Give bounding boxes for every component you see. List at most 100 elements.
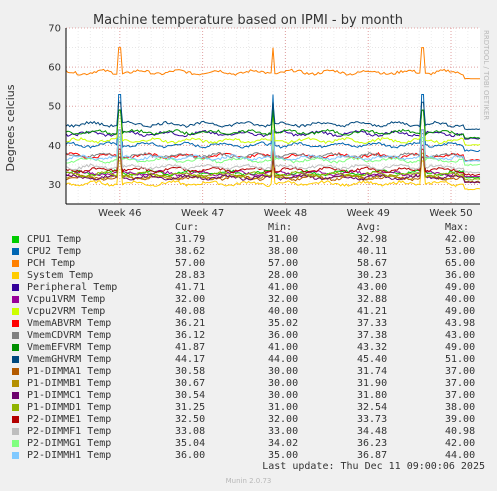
- legend-swatch: [12, 392, 19, 399]
- legend-min: 32.00: [268, 294, 299, 305]
- legend-min: 28.00: [268, 270, 299, 281]
- legend-min: 30.00: [268, 390, 299, 401]
- legend-name: Peripheral Temp: [27, 282, 118, 293]
- legend-min: 41.00: [268, 282, 299, 293]
- legend-max: 37.00: [445, 366, 476, 377]
- legend-min: 40.00: [268, 306, 299, 317]
- legend-max: 40.98: [445, 426, 476, 437]
- x-tick-label: Week 47: [181, 208, 224, 219]
- chart-area: Machine temperature based on IPMI - by m…: [4, 13, 490, 219]
- header-max: Max:: [445, 222, 470, 233]
- legend-cur: 36.00: [175, 450, 206, 461]
- legend-cur: 30.58: [175, 366, 206, 377]
- legend-avg: 40.11: [357, 246, 388, 257]
- legend-cur: 30.54: [175, 390, 206, 401]
- legend-name: VmemABVRM Temp: [27, 318, 112, 329]
- legend-min: 35.00: [268, 450, 299, 461]
- legend-row: Peripheral Temp 41.71 41.00 43.00 49.00: [12, 282, 492, 294]
- legend-swatch: [12, 272, 19, 279]
- legend-row: P1-DIMMB1 Temp 30.67 30.00 31.90 37.00: [12, 378, 492, 390]
- legend-swatch: [12, 236, 19, 243]
- legend-min: 36.00: [268, 330, 299, 341]
- legend-swatch: [12, 320, 19, 327]
- legend-max: 37.00: [445, 378, 476, 389]
- legend-avg: 31.80: [357, 390, 388, 401]
- legend-row: CPU2 Temp 38.62 38.00 40.11 53.00: [12, 246, 492, 258]
- legend: Cur: Min: Avg: Max: CPU1 Temp 31.79 31.00 3…: [12, 222, 492, 462]
- legend-swatch: [12, 260, 19, 267]
- legend-name: P1-DIMMA1 Temp: [27, 366, 112, 377]
- legend-cur: 28.83: [175, 270, 206, 281]
- header-min: Min:: [268, 222, 293, 233]
- series-line-vmemefvrm-temp: [65, 109, 481, 139]
- legend-max: 42.00: [445, 234, 476, 245]
- legend-cur: 31.25: [175, 402, 206, 413]
- legend-row: System Temp 28.83 28.00 30.23 36.00: [12, 270, 492, 282]
- legend-min: 30.00: [268, 378, 299, 389]
- legend-min: 31.00: [268, 402, 299, 413]
- legend-name: P2-DIMME1 Temp: [27, 414, 112, 425]
- legend-max: 39.00: [445, 414, 476, 425]
- legend-name: P1-DIMMD1 Temp: [27, 402, 112, 413]
- legend-avg: 36.23: [357, 438, 388, 449]
- legend-row: VmemCDVRM Temp 36.12 36.00 37.38 43.00: [12, 330, 492, 342]
- legend-max: 44.00: [445, 450, 476, 461]
- series-line-vmemghvrm-temp: [65, 101, 481, 131]
- legend-min: 44.00: [268, 354, 299, 365]
- legend-name: P1-DIMMC1 Temp: [27, 390, 112, 401]
- legend-row: P1-DIMMC1 Temp 30.54 30.00 31.80 37.00: [12, 390, 492, 402]
- x-tick-label: Week 48: [264, 208, 307, 219]
- y-tick-label: 60: [48, 63, 61, 74]
- legend-max: 43.00: [445, 330, 476, 341]
- legend-name: Vcpu1VRM Temp: [27, 294, 106, 305]
- x-tick-label: Week 50: [429, 208, 472, 219]
- legend-swatch: [12, 380, 19, 387]
- legend-cur: 41.71: [175, 282, 206, 293]
- legend-avg: 45.40: [357, 354, 388, 365]
- legend-swatch: [12, 440, 19, 447]
- munin-version: Munin 2.0.73: [225, 477, 272, 485]
- legend-min: 30.00: [268, 366, 299, 377]
- legend-cur: 36.12: [175, 330, 206, 341]
- series-line-p2-dimme1-temp: [65, 148, 481, 176]
- legend-max: 51.00: [445, 354, 476, 365]
- legend-cur: 32.00: [175, 294, 206, 305]
- legend-max: 37.00: [445, 390, 476, 401]
- legend-cur: 44.17: [175, 354, 206, 365]
- legend-cur: 41.87: [175, 342, 206, 353]
- legend-avg: 43.32: [357, 342, 388, 353]
- legend-swatch: [12, 368, 19, 375]
- legend-avg: 41.21: [357, 306, 388, 317]
- legend-swatch: [12, 428, 19, 435]
- legend-row: VmemEFVRM Temp 41.87 41.00 43.32 49.00: [12, 342, 492, 354]
- legend-avg: 33.73: [357, 414, 388, 425]
- legend-swatch: [12, 344, 19, 351]
- legend-row: Vcpu2VRM Temp 40.08 40.00 41.21 49.00: [12, 306, 492, 318]
- legend-avg: 31.74: [357, 366, 388, 377]
- legend-min: 35.02: [268, 318, 299, 329]
- legend-avg: 58.67: [357, 258, 388, 269]
- legend-max: 49.00: [445, 282, 476, 293]
- legend-max: 38.00: [445, 402, 476, 413]
- legend-avg: 31.90: [357, 378, 388, 389]
- legend-max: 43.98: [445, 318, 476, 329]
- legend-row: P2-DIMMG1 Temp 35.04 34.02 36.23 42.00: [12, 438, 492, 450]
- legend-min: 57.00: [268, 258, 299, 269]
- legend-min: 33.00: [268, 426, 299, 437]
- legend-cur: 32.50: [175, 414, 206, 425]
- legend-swatch: [12, 404, 19, 411]
- legend-swatch: [12, 284, 19, 291]
- header-avg: Avg:: [357, 222, 382, 233]
- legend-cur: 33.08: [175, 426, 206, 437]
- legend-name: Vcpu2VRM Temp: [27, 306, 106, 317]
- y-tick-label: 70: [48, 24, 61, 35]
- legend-row: P1-DIMMA1 Temp 30.58 30.00 31.74 37.00: [12, 366, 492, 378]
- legend-row: VmemGHVRM Temp 44.17 44.00 45.40 51.00: [12, 354, 492, 366]
- legend-name: VmemGHVRM Temp: [27, 354, 112, 365]
- y-tick-label: 40: [48, 141, 61, 152]
- legend-name: P1-DIMMB1 Temp: [27, 378, 112, 389]
- legend-swatch: [12, 332, 19, 339]
- legend-name: VmemEFVRM Temp: [27, 342, 112, 353]
- legend-swatch: [12, 248, 19, 255]
- legend-name: P2-DIMMF1 Temp: [27, 426, 112, 437]
